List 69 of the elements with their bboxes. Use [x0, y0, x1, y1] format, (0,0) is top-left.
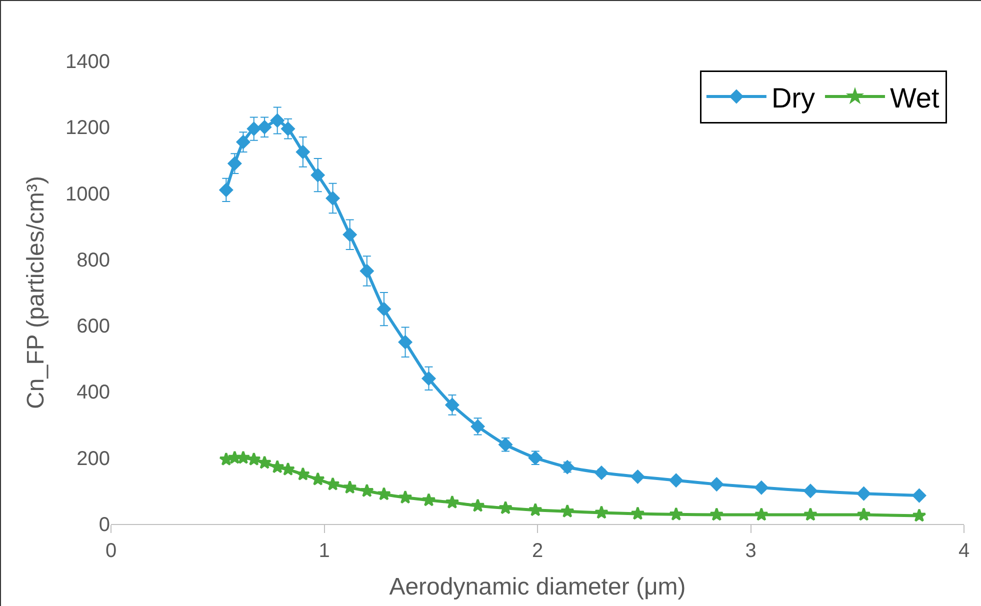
point: [594, 505, 608, 519]
point: [270, 114, 284, 128]
point: [422, 372, 436, 386]
point: [912, 488, 926, 502]
x-tick-label: 2: [532, 540, 544, 562]
x-axis-title: Aerodynamic diameter (μm): [389, 573, 686, 600]
point: [710, 477, 724, 492]
point: [228, 156, 242, 170]
point: [247, 122, 261, 136]
point: [856, 486, 871, 500]
point: [377, 302, 391, 316]
point: [422, 492, 436, 506]
point: [710, 507, 724, 521]
point: [498, 438, 512, 452]
point: [219, 183, 234, 197]
point: [311, 168, 325, 182]
point: [630, 470, 645, 484]
point: [912, 508, 926, 522]
point: [470, 420, 485, 434]
x-tick-label: 3: [745, 540, 756, 562]
point: [498, 500, 512, 514]
point: [296, 467, 310, 480]
point: [258, 120, 272, 134]
point: [528, 450, 542, 465]
point: [560, 460, 574, 474]
point: [360, 484, 374, 498]
point: [445, 495, 460, 509]
y-tick-label: 1000: [66, 183, 110, 206]
y-axis-title: Cn_FP (particles/cm³): [22, 176, 50, 409]
point: [236, 135, 250, 149]
point: [342, 480, 357, 494]
point: [281, 122, 295, 136]
y-tick-label: 1400: [66, 51, 110, 73]
point: [669, 507, 684, 521]
point: [803, 507, 818, 521]
point: [296, 145, 310, 159]
y-tick-label: 400: [76, 382, 110, 404]
point: [360, 264, 374, 278]
legend-label: Wet: [890, 82, 940, 114]
point: [398, 335, 412, 349]
point: [445, 398, 460, 412]
x-tick-label: 1: [318, 540, 330, 562]
point: [236, 450, 250, 464]
point: [528, 502, 542, 516]
y-tick-label: 600: [76, 316, 110, 338]
legend-label: Dry: [771, 82, 815, 114]
point: [270, 460, 284, 474]
point: [754, 480, 768, 494]
point: [258, 456, 272, 469]
point: [398, 490, 412, 504]
point: [594, 466, 608, 480]
point: [342, 228, 357, 242]
y-tick-label: 200: [76, 448, 110, 470]
point: [754, 507, 768, 521]
y-tick-label: 0: [98, 514, 110, 536]
point: [326, 477, 340, 490]
point: [281, 462, 295, 476]
y-tick-label: 800: [76, 249, 110, 272]
point: [310, 472, 325, 486]
point: [470, 498, 485, 512]
x-tick-label: 4: [958, 540, 970, 562]
point: [856, 507, 871, 521]
point: [326, 191, 340, 206]
point: [376, 486, 391, 500]
y-tick-label: 1200: [66, 117, 110, 140]
point: [630, 506, 645, 520]
point: [804, 484, 818, 498]
point: [669, 474, 683, 488]
point: [560, 504, 574, 518]
